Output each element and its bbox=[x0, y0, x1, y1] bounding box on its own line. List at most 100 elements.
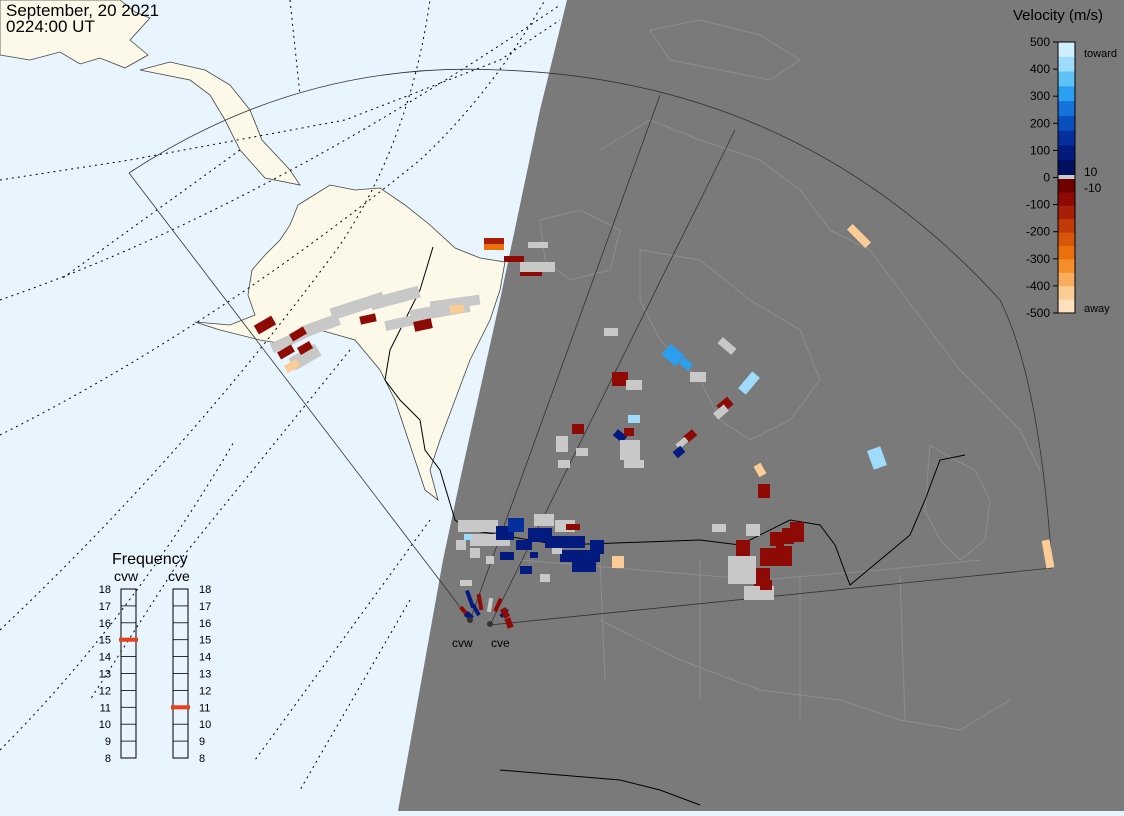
radar-site-markers: cvw cve bbox=[452, 617, 510, 650]
frequency-cve-label: cve bbox=[168, 568, 190, 584]
velocity-cell bbox=[753, 462, 767, 478]
night-shading bbox=[398, 0, 1124, 811]
velocity-tick-label: -300 bbox=[1026, 252, 1050, 266]
velocity-cell bbox=[534, 514, 554, 526]
velocity-cell bbox=[626, 380, 642, 390]
velocity-scale-title: Velocity (m/s) bbox=[1013, 7, 1103, 24]
frequency-scale-label-right: 8 bbox=[199, 753, 205, 765]
velocity-cell bbox=[846, 223, 872, 249]
velocity-tick-label: 200 bbox=[1030, 116, 1050, 130]
frequency-scale-label-left: 11 bbox=[100, 702, 111, 714]
velocity-cell bbox=[590, 540, 604, 554]
frequency-scale-label-left: 8 bbox=[105, 753, 111, 765]
frequency-panel: Frequency cvw cve 18 18 17 17 16 16 15 15 14 14 13… bbox=[99, 551, 212, 765]
velocity-tick-label: -500 bbox=[1026, 306, 1050, 320]
velocity-cell bbox=[413, 318, 433, 332]
frequency-scale-label-left: 15 bbox=[99, 635, 111, 647]
frequency-scale-label-right: 10 bbox=[199, 719, 211, 731]
velocity-cell bbox=[253, 315, 277, 335]
velocity-away-segment bbox=[1058, 219, 1075, 234]
velocity-cell bbox=[790, 522, 804, 542]
velocity-cell bbox=[530, 552, 538, 558]
velocity-toward-label: toward bbox=[1084, 48, 1117, 60]
velocity-cell bbox=[758, 484, 770, 498]
velocity-cell bbox=[612, 372, 628, 386]
cvw-site-marker bbox=[467, 617, 473, 623]
velocity-cell bbox=[369, 285, 421, 311]
velocity-cell bbox=[612, 556, 624, 568]
velocity-cell bbox=[277, 344, 295, 360]
velocity-away-segment bbox=[1058, 192, 1075, 207]
velocity-cell bbox=[712, 524, 726, 532]
velocity-toward-segment bbox=[1058, 56, 1075, 73]
velocity-cell bbox=[558, 460, 570, 468]
velocity-cell bbox=[449, 304, 465, 314]
velocity-tick-label: 0 bbox=[1043, 171, 1050, 185]
velocity-tick-label: -100 bbox=[1026, 198, 1050, 212]
velocity-cell bbox=[628, 415, 640, 423]
velocity-away-segment bbox=[1058, 286, 1075, 301]
frequency-scale-label-right: 9 bbox=[199, 736, 205, 748]
time-label: 0224:00 UT bbox=[6, 17, 95, 36]
velocity-cell bbox=[283, 359, 301, 373]
velocity-cell bbox=[486, 597, 494, 613]
frequency-scale-label-right: 12 bbox=[199, 685, 211, 697]
velocity-cell bbox=[572, 424, 584, 434]
velocity-low-band bbox=[1058, 175, 1075, 179]
velocity-cell bbox=[690, 372, 706, 382]
velocity-cell bbox=[460, 580, 472, 586]
velocity-cell bbox=[620, 440, 640, 460]
cvw-site-label: cvw bbox=[452, 636, 473, 650]
frequency-scale-label-right: 11 bbox=[199, 702, 210, 714]
velocity-cell bbox=[540, 574, 550, 582]
frequency-scale-label-right: 18 bbox=[199, 584, 211, 596]
velocity-cell bbox=[516, 540, 532, 550]
cve-site-marker bbox=[487, 621, 493, 627]
date-label: September, 20 2021 bbox=[6, 1, 160, 20]
velocity-cell bbox=[464, 534, 472, 540]
velocity-cell bbox=[504, 617, 514, 629]
velocity-cell bbox=[484, 244, 504, 250]
frequency-title: Frequency bbox=[112, 551, 188, 568]
velocity-toward-segment bbox=[1058, 130, 1075, 147]
velocity-cell bbox=[484, 238, 504, 244]
velocity-cell bbox=[486, 556, 494, 564]
frequency-scale-label-right: 17 bbox=[199, 601, 211, 613]
velocity-toward-segment bbox=[1058, 101, 1075, 117]
velocity-cell bbox=[493, 597, 503, 613]
velocity-cell bbox=[552, 548, 562, 554]
velocity-cell bbox=[612, 429, 628, 443]
velocity-cell bbox=[500, 552, 514, 560]
velocity-cell bbox=[299, 313, 341, 339]
lat-lon-grid bbox=[0, 0, 561, 791]
frequency-scale-label-left: 12 bbox=[99, 685, 111, 697]
velocity-toward-segment bbox=[1058, 71, 1075, 87]
frequency-scale-label-right: 16 bbox=[199, 618, 211, 630]
velocity-cell bbox=[713, 404, 729, 420]
velocity-cell bbox=[384, 314, 416, 332]
cve-site-label: cve bbox=[491, 636, 510, 650]
frequency-marker-cve bbox=[171, 705, 190, 710]
frequency-marker-cvw bbox=[119, 637, 138, 642]
night-coastlines bbox=[519, 19, 1041, 731]
velocity-cell bbox=[576, 448, 588, 456]
frequency-scale-label-right: 15 bbox=[199, 635, 211, 647]
frequency-scale-label-left: 13 bbox=[99, 669, 111, 681]
frequency-scale-label-left: 17 bbox=[99, 601, 111, 613]
velocity-away-segment bbox=[1058, 299, 1075, 314]
velocity-cell bbox=[545, 536, 585, 548]
velocity-toward-segment bbox=[1058, 86, 1075, 102]
velocity-cell bbox=[471, 603, 481, 617]
velocity-away-segment bbox=[1058, 259, 1075, 274]
velocity-cell bbox=[760, 548, 776, 566]
velocity-cell bbox=[728, 556, 756, 584]
scatter-cells bbox=[253, 223, 1055, 629]
velocity-tick-label: 100 bbox=[1030, 143, 1050, 157]
velocity-neg-threshold-label: -10 bbox=[1084, 181, 1102, 195]
velocity-pos-threshold-label: 10 bbox=[1084, 165, 1098, 179]
velocity-cell bbox=[678, 357, 694, 371]
velocity-cell bbox=[672, 445, 686, 459]
frequency-scale-label-left: 14 bbox=[99, 652, 111, 664]
velocity-cell bbox=[504, 256, 524, 262]
